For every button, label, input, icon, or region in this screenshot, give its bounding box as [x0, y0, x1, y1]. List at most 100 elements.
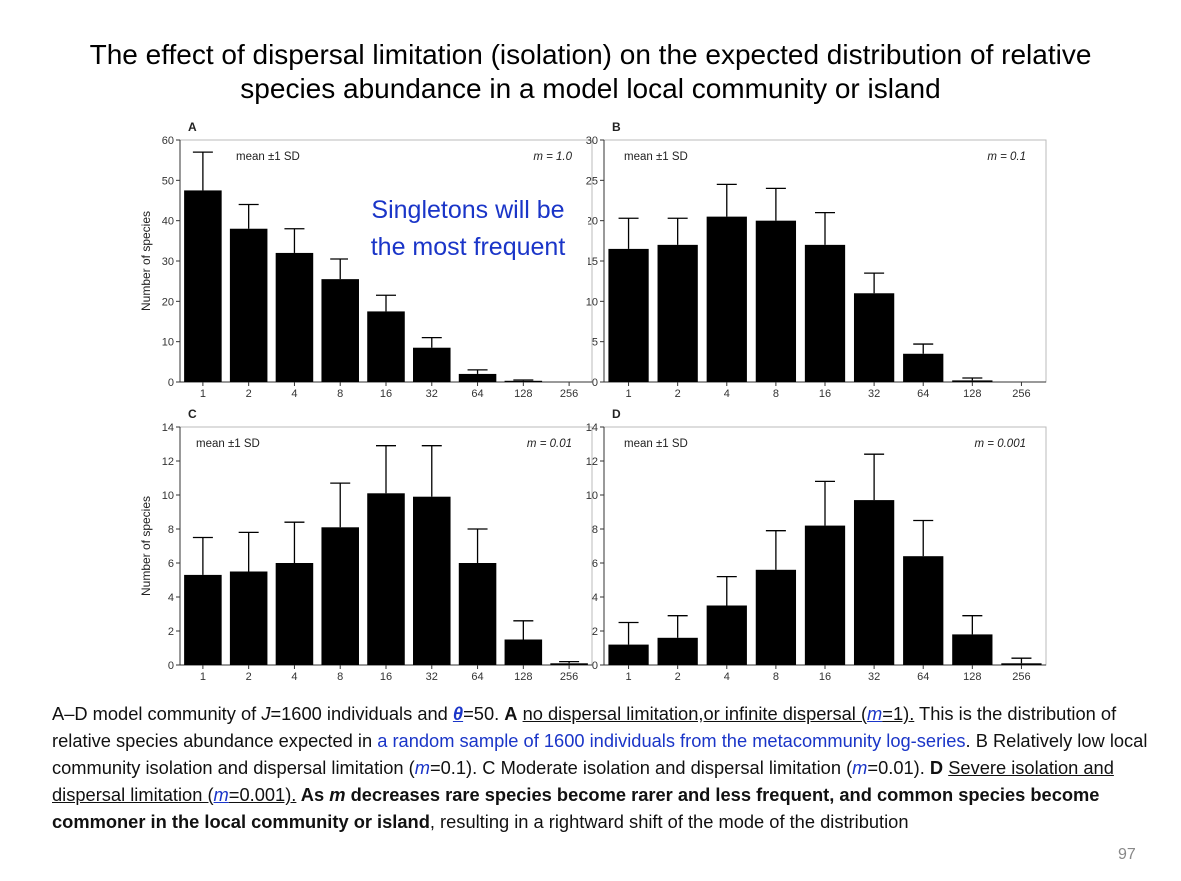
x-tick-label: 128: [514, 671, 532, 683]
x-tick-label: 32: [868, 671, 880, 683]
y-tick-label: 6: [168, 558, 174, 570]
bar: [275, 252, 314, 382]
x-tick-label: 256: [1012, 388, 1030, 400]
caption-text: =0.01).: [867, 757, 930, 778]
y-tick-label: 20: [586, 216, 598, 228]
y-tick-label: 25: [586, 175, 598, 187]
x-tick-label: 8: [337, 671, 343, 683]
bar: [458, 563, 497, 665]
bar: [321, 279, 359, 382]
caption-underlined: no dispersal limitation,or infinite disp…: [522, 703, 868, 724]
y-tick-label: 2: [592, 626, 598, 638]
x-tick-label: 1: [625, 388, 631, 400]
y-tick-label: 4: [592, 592, 598, 604]
bar: [952, 634, 993, 665]
caption-text: , resulting in a rightward shift of the …: [429, 811, 909, 832]
bar: [706, 605, 747, 665]
bar: [504, 380, 543, 382]
caption-text: A–D model community of: [52, 703, 262, 724]
parameter-label: m = 0.01: [527, 438, 572, 450]
bar: [755, 569, 797, 665]
y-tick-label: 30: [586, 135, 598, 147]
bar: [367, 311, 405, 382]
caption-underlined: =0.001).: [228, 784, 297, 805]
x-tick-label: 32: [426, 388, 438, 400]
bar: [458, 373, 497, 382]
parameter-label: m = 0.001: [975, 438, 1026, 450]
x-tick-label: 8: [337, 388, 343, 400]
panel-letter: B: [612, 120, 621, 134]
bar: [184, 190, 222, 382]
y-tick-label: 12: [586, 456, 598, 468]
y-tick-label: 10: [162, 337, 174, 349]
bar: [804, 525, 846, 665]
caption-m-symbol: m: [852, 757, 868, 778]
panel-letter: A: [188, 120, 197, 134]
x-tick-label: 2: [246, 671, 252, 683]
bar: [903, 556, 944, 665]
caption-m-link[interactable]: m: [213, 784, 229, 805]
x-tick-label: 32: [868, 388, 880, 400]
parameter-label: m = 1.0: [533, 151, 572, 163]
legend-text: mean ±1 SD: [236, 151, 300, 163]
bar: [903, 353, 944, 382]
caption-m-symbol: m: [414, 757, 430, 778]
caption-text: =1600 individuals and: [270, 703, 453, 724]
caption-bold: As: [296, 784, 330, 805]
y-tick-label: 8: [168, 524, 174, 536]
bar: [550, 663, 588, 665]
y-tick-label: 5: [592, 337, 598, 349]
bar: [367, 493, 405, 665]
x-tick-label: 4: [724, 671, 730, 683]
y-tick-label: 0: [592, 377, 598, 389]
y-tick-label: 0: [168, 660, 174, 672]
x-tick-label: 2: [246, 388, 252, 400]
bar: [413, 347, 451, 382]
caption-highlight: a random sample of 1600 individuals from…: [377, 730, 966, 751]
x-tick-label: 4: [724, 388, 730, 400]
slide-title-line1: The effect of dispersal limitation (isol…: [89, 39, 1092, 70]
x-tick-label: 128: [514, 388, 532, 400]
y-tick-label: 30: [162, 256, 174, 268]
x-tick-label: 256: [560, 671, 578, 683]
y-tick-label: 14: [162, 422, 174, 434]
figure-caption: A–D model community of J=1600 individual…: [52, 700, 1162, 835]
annotation-note-line2: the most frequent: [370, 233, 566, 261]
bar: [413, 496, 451, 665]
slide-title-line2: species abundance in a model local commu…: [240, 73, 941, 104]
x-tick-label: 128: [963, 388, 981, 400]
bar: [608, 248, 649, 382]
x-tick-label: 64: [471, 671, 483, 683]
y-tick-label: 6: [592, 558, 598, 570]
bar: [608, 644, 649, 665]
y-tick-label: 0: [168, 377, 174, 389]
legend-text: mean ±1 SD: [624, 438, 688, 450]
panel-letter: D: [612, 407, 621, 421]
y-tick-label: 40: [162, 216, 174, 228]
bar: [1001, 663, 1042, 665]
page-number: 97: [1118, 846, 1136, 863]
x-tick-label: 64: [471, 388, 483, 400]
panel-letter: C: [188, 407, 197, 421]
x-tick-label: 64: [917, 388, 929, 400]
x-tick-label: 16: [819, 671, 831, 683]
x-tick-label: 8: [773, 671, 779, 683]
bar: [184, 574, 222, 665]
annotation-note: Singletons will be the most frequent: [348, 192, 588, 266]
bar: [504, 639, 543, 665]
y-tick-label: 15: [586, 256, 598, 268]
x-tick-label: 16: [380, 388, 392, 400]
caption-theta-link[interactable]: θ: [452, 703, 464, 724]
x-tick-label: 1: [625, 671, 631, 683]
caption-underlined: =1).: [882, 703, 915, 724]
caption-m-link[interactable]: m: [867, 703, 883, 724]
y-tick-label: 2: [168, 626, 174, 638]
y-tick-label: 4: [168, 592, 174, 604]
y-tick-label: 10: [586, 490, 598, 502]
x-tick-label: 4: [291, 671, 297, 683]
caption-text: . B Relatively low local community isola…: [52, 730, 1148, 778]
